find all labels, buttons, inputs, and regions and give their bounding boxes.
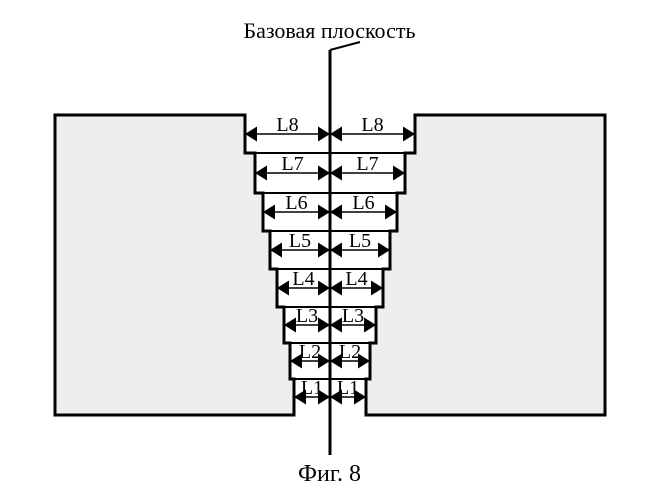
layer-label-right: L4 — [345, 268, 367, 290]
layer-label-left: L8 — [276, 114, 298, 136]
layer-label-left: L4 — [292, 268, 314, 290]
layer-label-left: L6 — [285, 192, 307, 214]
layer-label-left: L2 — [299, 341, 321, 363]
layer-label-left: L7 — [281, 153, 303, 175]
title-leader — [330, 42, 360, 50]
right-block — [366, 115, 605, 415]
layer-label-right: L3 — [342, 305, 364, 327]
layer-label-right: L2 — [339, 341, 361, 363]
layer-label-right: L7 — [356, 153, 378, 175]
layer-label-left: L3 — [296, 305, 318, 327]
layer-label-right: L8 — [361, 114, 383, 136]
layer-label-left: L5 — [289, 230, 311, 252]
caption-label: Фиг. 8 — [0, 461, 659, 488]
diagram-canvas: Базовая плоскость L1L1L2L2L3L3L4L4L5L5L6… — [0, 0, 659, 500]
diagram-svg: L1 L1 L2 L2 L3 L3 L4 L4 L5 L5 L6 L6 L7 L7 L8 L8 — [0, 0, 659, 500]
layer-label-right: L5 — [349, 230, 371, 252]
layer-label-right: L1 — [337, 377, 359, 399]
layer-label-left: L1 — [301, 377, 323, 399]
layer-label-right: L6 — [352, 192, 374, 214]
left-block — [55, 115, 294, 415]
